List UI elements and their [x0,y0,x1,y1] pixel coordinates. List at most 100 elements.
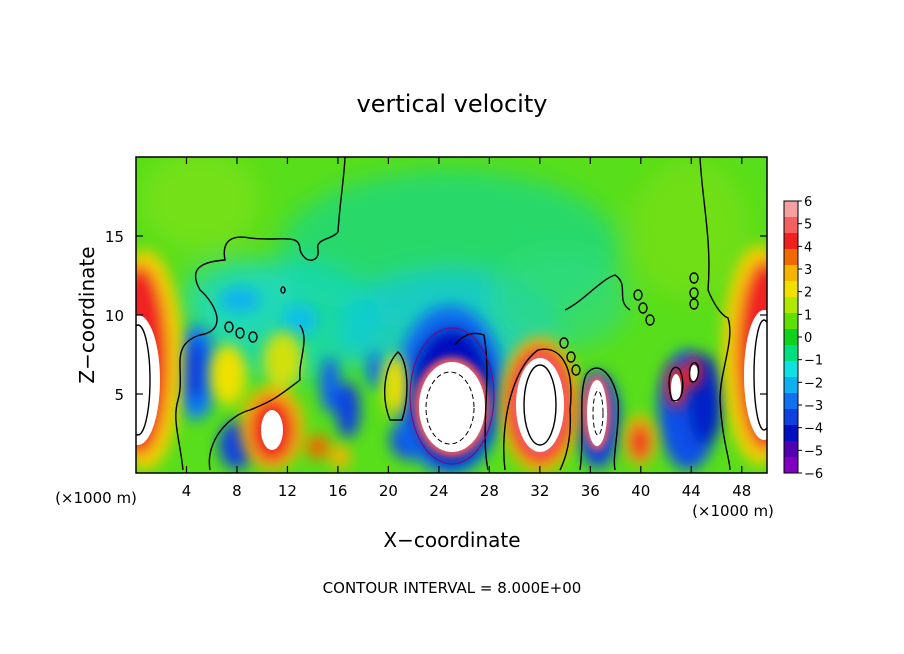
contour-core-x32 [523,364,557,446]
x-tick-label: 20 [379,482,398,500]
colorbar-label: −5 [804,444,823,459]
contour-interval-note: CONTOUR INTERVAL = 8.000E+00 [323,579,582,597]
x-tick-label: 12 [278,482,297,500]
colorbar-swatch [784,297,798,314]
y-tick-label: 5 [114,386,124,404]
core-right-edge [744,310,767,440]
contour-ring-d [559,337,569,349]
y-axis-label: Z−coordinate [75,246,99,383]
updraft-x40-red [630,424,650,460]
zero-contour-upper [175,157,346,471]
zero-contour-right [699,157,731,471]
x-tick-label: 36 [581,482,600,500]
y-tick-label: 15 [105,228,124,246]
colorbar-swatch [784,441,798,458]
colorbar-label: 2 [804,286,812,301]
contour-downdraft-ring [409,327,495,465]
contour-ring-b [235,327,245,339]
zero-contour-mid [208,324,305,471]
colorbar-swatch [784,233,798,250]
plot-area [136,157,767,473]
colorbar-label: −3 [804,399,823,414]
contour-left-edge-core [136,324,151,436]
colorbar-swatch [784,281,798,298]
x-tick-label: 8 [232,482,242,500]
colorbar-swatch [784,201,798,218]
contour-ring-g [633,289,643,301]
colorbar-swatch [784,409,798,426]
colorbar-label: 1 [804,308,812,323]
x-ticks: 4 8 12 16 20 24 28 32 36 40 44 48 [182,157,751,500]
core-x44-a [671,374,681,402]
colorbar-swatch [784,217,798,234]
colorbar-label: −6 [804,467,823,482]
contour-x44-b [688,362,700,383]
colorbar-label: 3 [804,263,812,278]
contour-x44-a [668,366,684,402]
updraft-x18 [330,445,350,469]
weak-updraft-top-left [140,157,260,250]
x-unit-right: (×1000 m) [692,502,774,520]
colorbar-label: −1 [804,354,823,369]
zero-contour-top-right [564,274,631,311]
chart-title: vertical velocity [357,90,548,118]
colorbar-swatch [784,329,798,346]
core-left-edge [136,315,160,445]
x-tick-label: 44 [682,482,701,500]
contour-ring-i [645,314,655,326]
x-unit-left: (×1000 m) [55,489,137,507]
dashed-contours [425,371,604,445]
x-tick-label: 4 [182,482,192,500]
contour-ring-a [224,321,234,333]
contour-ring-c [248,331,258,343]
core-x44-b [690,365,698,381]
y-ticks: 5 10 15 [105,228,767,404]
core-x32 [516,358,564,452]
contour-lines [136,157,767,471]
downdraft-mid-b [336,382,360,438]
contour-ring-m [280,286,286,294]
downdraft-upper-left [220,288,260,312]
white-cores [136,310,767,452]
colorbar: 6 5 4 3 2 1 0 −1 −2 −3 −4 −5 −6 [783,195,823,482]
contour-ring-j [689,272,699,284]
downdraft-mid-c [368,352,382,388]
x-tick-label: 28 [480,482,499,500]
contour-ring-k [689,287,699,299]
colorbar-swatch [784,265,798,282]
x-tick-label: 48 [732,482,751,500]
colorbar-swatch [784,457,798,474]
colorbar-swatch [784,313,798,330]
x-tick-label: 32 [530,482,549,500]
colorbar-label: −4 [804,422,823,437]
weak-downdraft-right [490,250,630,350]
colorbar-swatch [784,425,798,442]
dashed-contour-x37 [592,390,604,436]
updraft-x17-yellow [210,345,246,405]
colorbar-label: −2 [804,376,823,391]
downdraft-upper-mid [282,304,318,336]
weak-updraft-top-right [630,160,750,300]
colorbar-swatch [784,249,798,266]
dashed-contour-x25 [425,371,475,445]
contour-ring-h [638,302,648,314]
colorbar-swatch [784,393,798,410]
colorbar-label: 6 [804,195,812,210]
contour-ring-f [571,364,581,376]
contour-ring-e [566,351,576,363]
colorbar-swatch [784,377,798,394]
downdraft-left-column-core [182,338,208,402]
x-tick-label: 24 [429,482,448,500]
colorbar-label: 4 [804,240,812,255]
x-tick-label: 40 [631,482,650,500]
zero-contour-x20 [384,351,408,421]
colorbar-label: 5 [804,218,812,233]
core-x11 [261,410,283,450]
colorbar-label: 0 [804,331,812,346]
downdraft-mid-a [320,357,340,413]
colorbar-swatch [784,345,798,362]
updraft-x15 [306,435,330,459]
contour-ring-l [689,298,699,310]
y-tick-label: 10 [105,307,124,325]
